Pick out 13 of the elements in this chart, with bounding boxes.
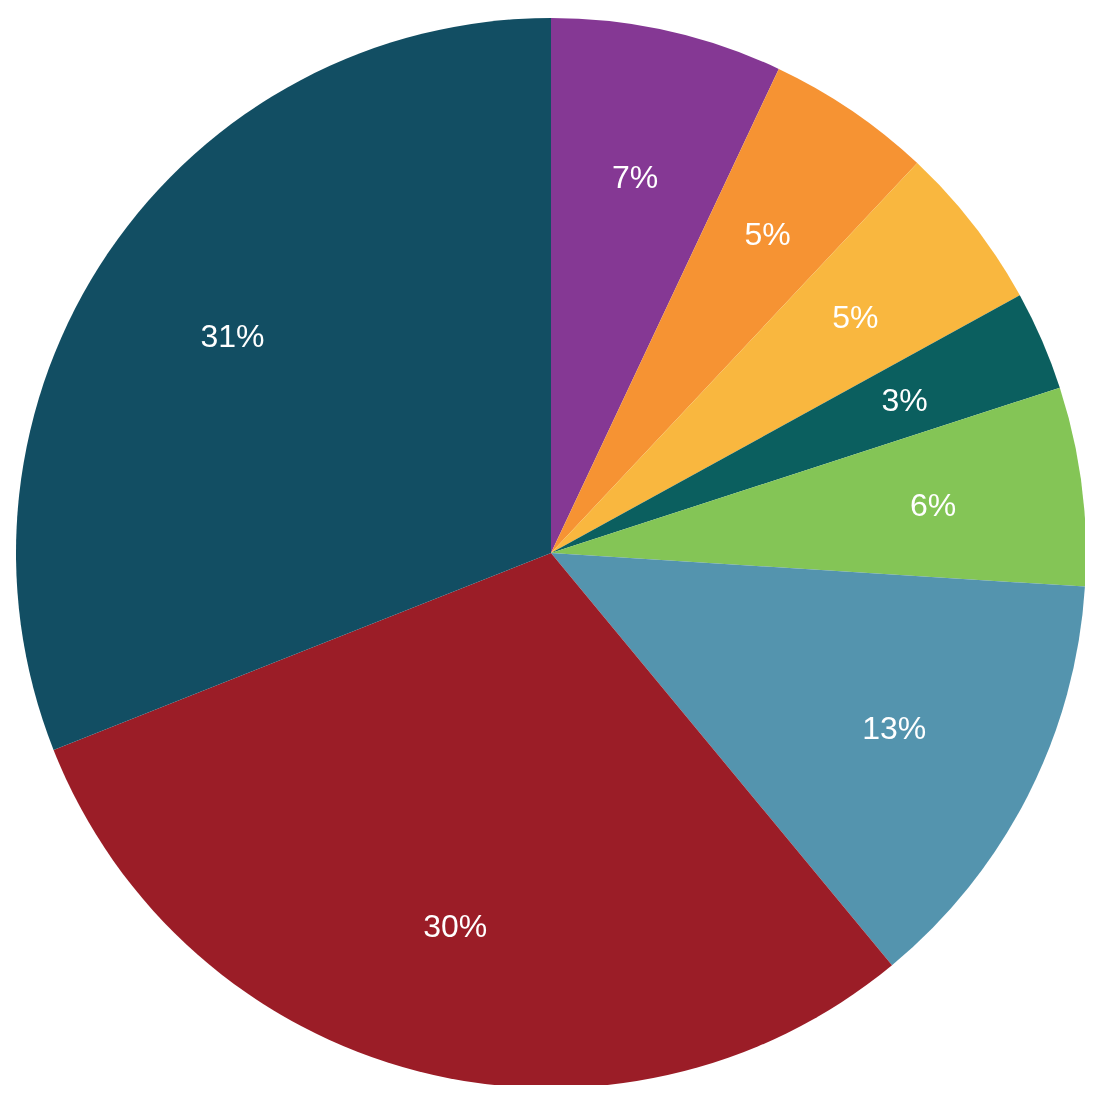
data-label: 7% <box>611 159 659 196</box>
data-label: 5% <box>744 216 791 253</box>
data-label: 31% <box>200 318 265 355</box>
pie-slice <box>551 163 1020 553</box>
pie-slice <box>551 387 1085 587</box>
data-label: 6% <box>910 486 957 523</box>
data-label: 3% <box>881 382 928 419</box>
data-label: 30% <box>423 908 488 945</box>
pie-slice <box>16 18 551 750</box>
pie-slice <box>551 553 1085 966</box>
pie-slice <box>551 295 1060 553</box>
data-label: 5% <box>832 298 879 335</box>
data-label: 13% <box>862 709 927 746</box>
